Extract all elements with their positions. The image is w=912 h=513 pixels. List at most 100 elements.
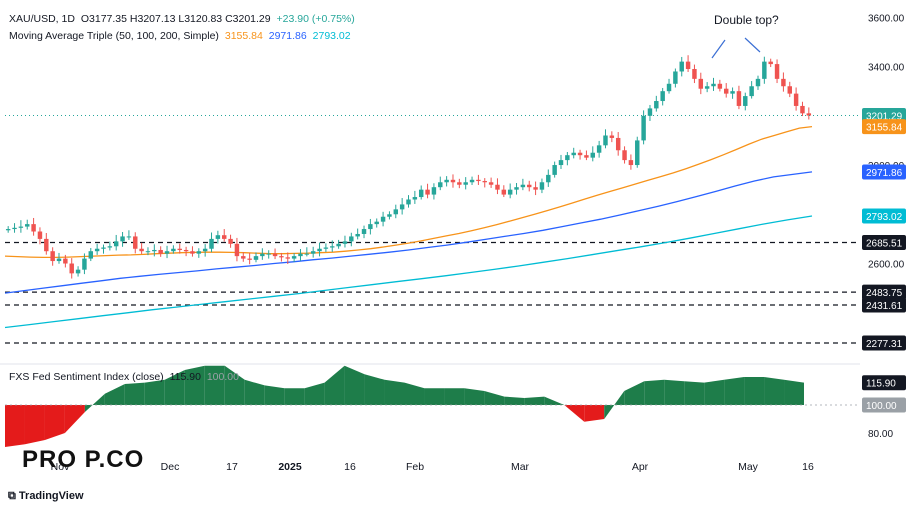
candle-body bbox=[241, 256, 246, 259]
sentiment-value: 115.90 bbox=[169, 371, 201, 383]
candle-body bbox=[673, 71, 678, 84]
candle-body bbox=[743, 96, 748, 106]
price-label-text: 2793.02 bbox=[866, 212, 903, 223]
candle-body bbox=[202, 248, 208, 252]
sentiment-area bbox=[144, 379, 165, 405]
sentiment-area bbox=[344, 365, 365, 405]
price-axis-bg bbox=[860, 0, 912, 513]
candle-body bbox=[222, 235, 227, 239]
ma200-value: 2793.02 bbox=[312, 30, 351, 42]
candle-body bbox=[774, 64, 780, 79]
candle-body bbox=[368, 224, 373, 230]
price-tick-label: 3600.00 bbox=[868, 13, 905, 24]
sentiment-area bbox=[184, 365, 205, 405]
sentiment-badge-text: 115.90 bbox=[866, 379, 896, 390]
sentiment-area bbox=[684, 381, 705, 405]
candle-body bbox=[56, 258, 62, 262]
candle-body bbox=[145, 251, 151, 253]
candle-body bbox=[260, 253, 265, 257]
candle-body bbox=[133, 236, 138, 249]
sentiment-area bbox=[724, 377, 745, 405]
candle-body bbox=[717, 83, 723, 89]
candle-body bbox=[158, 249, 163, 254]
change-value: +23.90 (+0.75%) bbox=[276, 13, 355, 25]
sentiment-area bbox=[284, 388, 305, 405]
candle-body bbox=[768, 61, 773, 65]
candle-body bbox=[418, 189, 424, 198]
candle-body bbox=[438, 182, 443, 188]
candle-body bbox=[183, 249, 189, 252]
candle-body bbox=[711, 83, 716, 87]
candle-body bbox=[298, 253, 303, 257]
candle-body bbox=[806, 113, 812, 116]
sentiment-area bbox=[124, 382, 145, 405]
candle-body bbox=[495, 184, 500, 190]
candle-body bbox=[698, 78, 704, 89]
candle-body bbox=[679, 61, 684, 72]
candle-body bbox=[228, 238, 233, 244]
candle-body bbox=[120, 236, 125, 242]
candle-body bbox=[190, 251, 195, 254]
ma200-line bbox=[4, 215, 813, 329]
sentiment-area bbox=[704, 379, 725, 405]
candle-body bbox=[425, 189, 430, 195]
candle-body bbox=[603, 135, 608, 146]
candle-body bbox=[692, 69, 697, 79]
candle-body bbox=[387, 214, 392, 217]
sentiment-area bbox=[224, 365, 245, 405]
sentiment-area bbox=[564, 405, 585, 422]
candle-body bbox=[361, 229, 367, 234]
x-axis-label: Feb bbox=[406, 461, 424, 473]
price-label-badge bbox=[862, 297, 906, 313]
ma50-value: 3155.84 bbox=[224, 30, 263, 42]
candle-body bbox=[507, 189, 513, 195]
price-label-text: 2277.31 bbox=[866, 339, 903, 350]
sentiment-area bbox=[364, 374, 385, 405]
candle-body bbox=[279, 256, 284, 258]
candle-body bbox=[571, 152, 576, 156]
sentiment-label: FXS Fed Sentiment Index (close) bbox=[9, 371, 164, 383]
price-legend: XAU/USD, 1D O3177.35 H3207.13 L3120.83 C… bbox=[9, 13, 358, 25]
price-label-text: 2685.51 bbox=[866, 238, 903, 249]
ma-label: Moving Average Triple (50, 100, 200, Sim… bbox=[9, 30, 219, 42]
candle-body bbox=[380, 216, 386, 222]
price-label-text: 2971.86 bbox=[866, 168, 903, 179]
price-label-badge bbox=[862, 234, 906, 250]
candle-body bbox=[482, 181, 487, 183]
candle-body bbox=[457, 182, 462, 185]
x-axis-label: May bbox=[738, 461, 759, 473]
candle-body bbox=[291, 256, 297, 259]
sentiment-ref: 100.00 bbox=[206, 371, 239, 383]
candle-body bbox=[520, 184, 526, 188]
candle-body bbox=[18, 226, 24, 228]
candle-body bbox=[622, 150, 627, 161]
sentiment-area bbox=[604, 391, 625, 419]
candle-body bbox=[266, 253, 271, 255]
candle-body bbox=[533, 187, 538, 190]
sentiment-area bbox=[24, 405, 45, 445]
candle-body bbox=[234, 243, 240, 257]
candle-body bbox=[393, 209, 399, 215]
sentiment-area bbox=[264, 385, 285, 405]
sentiment-area bbox=[104, 384, 125, 405]
double-top-annotation: Double top? bbox=[714, 13, 779, 27]
sentiment-area bbox=[5, 405, 25, 447]
candle-body bbox=[444, 179, 449, 183]
candle-body bbox=[577, 152, 583, 156]
sentiment-area bbox=[544, 396, 565, 405]
candle-body bbox=[762, 61, 767, 79]
candle-body bbox=[12, 227, 17, 230]
candle-body bbox=[139, 248, 144, 252]
candle-body bbox=[431, 187, 437, 195]
candle-body bbox=[82, 258, 87, 270]
sentiment-area bbox=[744, 377, 765, 405]
candle-body bbox=[69, 263, 74, 274]
x-axis-label: 16 bbox=[344, 461, 356, 473]
candle-body bbox=[94, 248, 100, 252]
sentiment-area bbox=[784, 379, 804, 405]
candle-body bbox=[781, 78, 786, 87]
sentiment-area bbox=[624, 381, 645, 405]
candle-body bbox=[75, 269, 81, 274]
sentiment-area bbox=[244, 379, 265, 405]
